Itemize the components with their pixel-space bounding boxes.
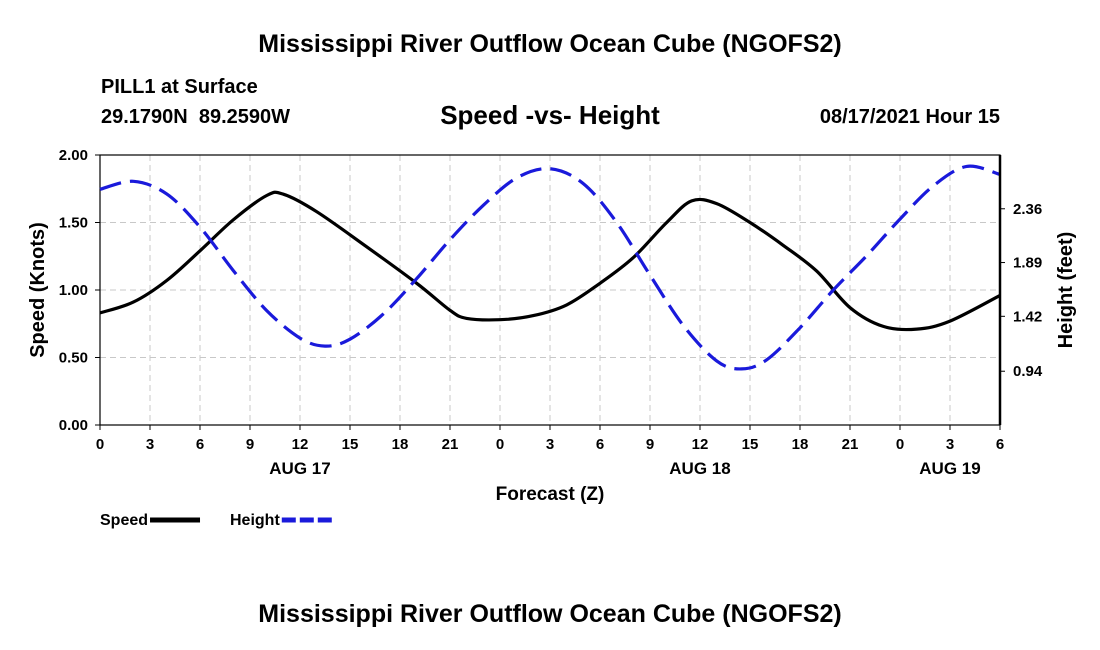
y-axis-right-label: Height (feet) bbox=[1055, 232, 1077, 349]
y-left-tick-label: 1.50 bbox=[59, 215, 88, 232]
date-label: AUG 17 bbox=[269, 459, 330, 478]
x-tick-label: 18 bbox=[392, 436, 409, 453]
forecast-datetime: 08/17/2021 Hour 15 bbox=[819, 106, 1000, 128]
y-right-tick-label: 1.89 bbox=[1013, 255, 1042, 272]
x-tick-label: 3 bbox=[146, 436, 154, 453]
date-label: AUG 18 bbox=[669, 459, 730, 478]
y-right-tick-label: 2.36 bbox=[1013, 201, 1042, 218]
x-tick-label: 0 bbox=[896, 436, 904, 453]
y-axis-left-label: Speed (Knots) bbox=[27, 222, 49, 358]
x-tick-label: 0 bbox=[96, 436, 104, 453]
y-left-tick-label: 1.00 bbox=[59, 282, 88, 299]
x-tick-label: 21 bbox=[442, 436, 459, 453]
x-tick-label: 0 bbox=[496, 436, 504, 453]
x-tick-label: 9 bbox=[646, 436, 654, 453]
y-left-tick-label: 0.00 bbox=[59, 417, 88, 434]
y-left-tick-label: 0.50 bbox=[59, 350, 88, 367]
x-tick-label: 9 bbox=[246, 436, 254, 453]
chart-footer-title: Mississippi River Outflow Ocean Cube (NG… bbox=[258, 600, 842, 628]
x-tick-label: 6 bbox=[596, 436, 604, 453]
x-tick-label: 15 bbox=[342, 436, 359, 453]
x-tick-label: 6 bbox=[996, 436, 1004, 453]
legend-label-speed: Speed bbox=[100, 512, 148, 529]
legend: Speed Height bbox=[100, 512, 332, 529]
grid-lines bbox=[100, 155, 1000, 425]
chart-subtitle: Speed -vs- Height bbox=[440, 100, 660, 130]
x-tick-label: 3 bbox=[546, 436, 554, 453]
x-tick-label: 12 bbox=[692, 436, 709, 453]
x-tick-label: 6 bbox=[196, 436, 204, 453]
legend-label-height: Height bbox=[230, 512, 280, 529]
x-tick-label: 21 bbox=[842, 436, 859, 453]
x-axis-label: Forecast (Z) bbox=[496, 484, 605, 505]
x-tick-label: 12 bbox=[292, 436, 309, 453]
x-tick-label: 18 bbox=[792, 436, 809, 453]
station-label: PILL1 at Surface bbox=[101, 76, 258, 98]
station-coordinates: 29.1790N 89.2590W bbox=[101, 106, 291, 128]
y-right-tick-label: 1.42 bbox=[1013, 308, 1042, 325]
x-tick-label: 3 bbox=[946, 436, 954, 453]
chart-main-title: Mississippi River Outflow Ocean Cube (NG… bbox=[258, 30, 842, 58]
y-right-tick-label: 0.94 bbox=[1013, 363, 1043, 380]
axes: 0 3 6 9 12 15 18 21 0 3 6 9 12 15 18 21 0 3 6 0.00 0.50 1.00 1… bbox=[59, 147, 1043, 478]
series-lines bbox=[99, 164, 1001, 371]
x-tick-label: 15 bbox=[742, 436, 759, 453]
height-series-line bbox=[99, 164, 1001, 371]
date-label: AUG 19 bbox=[919, 459, 980, 478]
y-left-tick-label: 2.00 bbox=[59, 147, 88, 164]
